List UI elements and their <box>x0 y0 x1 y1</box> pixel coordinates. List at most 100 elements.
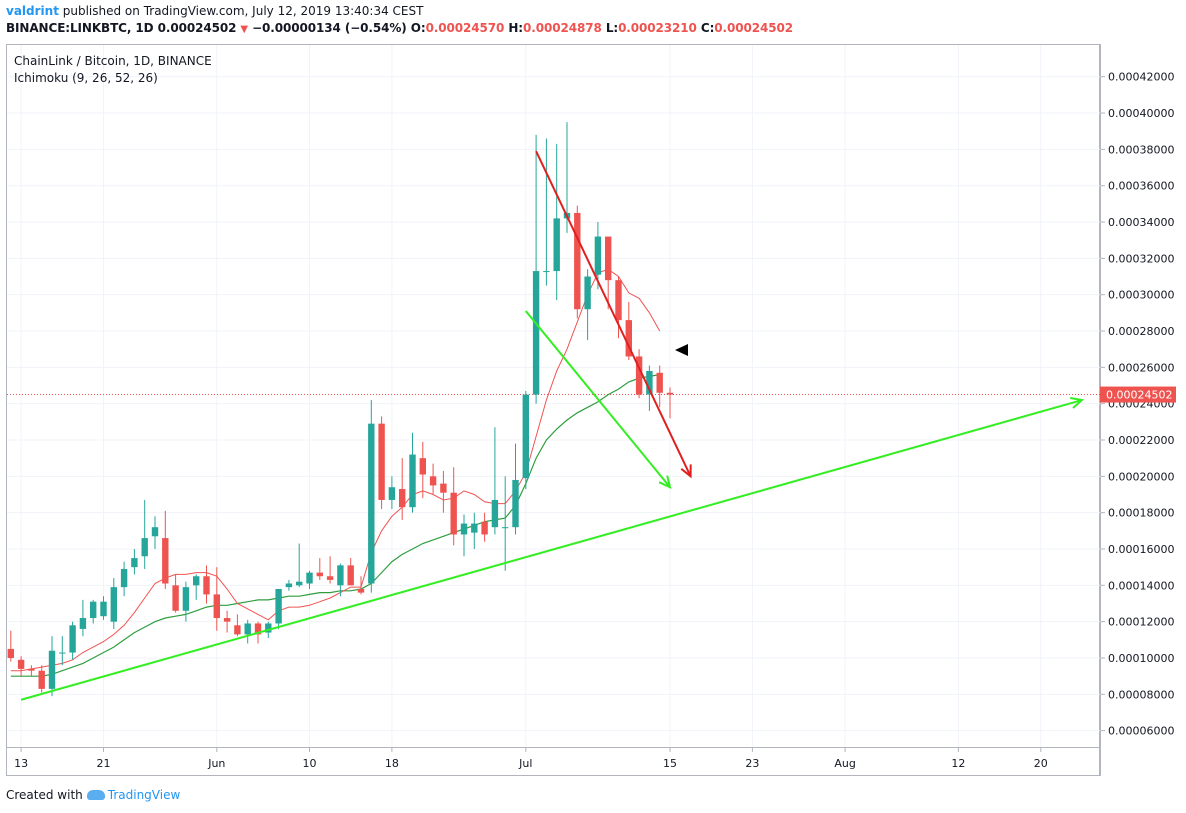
candle-body <box>635 356 643 395</box>
candle-body <box>79 618 87 629</box>
current-price-label: 0.00024502 <box>1106 389 1172 402</box>
candle-body <box>347 565 354 586</box>
price-tick-label: 0.00030000 <box>1108 289 1174 302</box>
candle-body <box>460 523 468 535</box>
candle-body <box>131 558 138 568</box>
ichimoku-lines <box>10 268 661 677</box>
cloud-logo-icon <box>86 790 105 800</box>
price-axis[interactable]: 0.00042000 0.00040000 0.00038000 0.00036000… <box>1100 71 1176 738</box>
indicator-label: Ichimoku (9, 26, 52, 26) <box>14 71 158 85</box>
ohlc-bar: BINANCE:LINKBTC, 1D 0.00024502 ▼ −0.0000… <box>6 21 793 35</box>
conversion-line <box>10 268 661 672</box>
time-tick-label: 12 <box>951 757 965 770</box>
red-down-arrow <box>535 150 692 477</box>
candle-body <box>532 271 540 395</box>
candle-body <box>234 625 241 635</box>
symbol-label: BINANCE:LINKBTC, 1D <box>6 21 154 35</box>
candle-body <box>306 572 313 584</box>
candle-body <box>491 499 499 528</box>
candle-body <box>522 394 529 479</box>
candle-body <box>7 648 14 658</box>
grid <box>7 45 1100 747</box>
candle-body <box>440 483 447 493</box>
chart-legend: ChainLink / Bitcoin, 1D, BINANCE Ichimok… <box>14 54 212 88</box>
low-value: 0.00023210 <box>618 21 697 35</box>
candle-body <box>265 623 272 633</box>
candle-body <box>656 372 663 393</box>
candle-body <box>254 623 262 635</box>
publish-info: valdrint published on TradingView.com, J… <box>6 4 423 18</box>
low-label: L: <box>605 21 619 35</box>
brand-name: TradingView <box>107 788 181 802</box>
candle-body <box>69 625 76 653</box>
candle-body <box>213 594 220 619</box>
time-tick-label: Jun <box>207 757 225 770</box>
candle-body <box>182 587 190 611</box>
price-tick-label: 0.00020000 <box>1108 470 1174 483</box>
candle-body <box>326 576 334 580</box>
time-tick-label: Jul <box>518 757 532 770</box>
candle-body <box>666 392 674 395</box>
candle-body <box>502 527 509 529</box>
base-line <box>10 374 660 677</box>
price-tick-label: 0.00012000 <box>1108 616 1174 629</box>
candle-body <box>17 659 25 669</box>
tradingview-link[interactable]: TradingView <box>86 788 181 802</box>
price-tick-label: 0.00010000 <box>1108 652 1174 665</box>
price-tick-label: 0.00026000 <box>1108 361 1174 374</box>
price-tick-label: 0.00038000 <box>1108 143 1174 156</box>
candle-body <box>625 320 632 357</box>
price-tick-label: 0.00036000 <box>1108 180 1174 193</box>
candle-body <box>409 454 416 508</box>
candle-body <box>429 476 437 486</box>
close-value: 0.00024502 <box>714 21 793 35</box>
high-label: H: <box>508 21 524 35</box>
candle-body <box>275 588 282 624</box>
green-down-arrow <box>525 310 671 488</box>
price-tick-label: 0.00042000 <box>1108 71 1174 84</box>
price-tick-label: 0.00022000 <box>1108 434 1174 447</box>
candle-body <box>59 652 66 654</box>
candle-body <box>646 370 653 395</box>
candle-body <box>543 271 550 273</box>
candle-body <box>151 527 159 537</box>
price-tick-label: 0.00016000 <box>1108 543 1174 556</box>
time-tick-label: 23 <box>745 757 759 770</box>
candle-body <box>481 521 488 535</box>
green-trendline-head <box>1070 396 1085 409</box>
candle-body <box>471 523 478 533</box>
open-value: 0.00024570 <box>425 21 505 35</box>
candle-body <box>574 212 581 310</box>
chart-frame <box>6 44 1100 776</box>
symbol-title: ChainLink / Bitcoin, 1D, BINANCE <box>14 54 212 68</box>
open-label: O: <box>410 21 426 35</box>
candle-body <box>285 583 293 588</box>
candle-body <box>172 585 179 611</box>
candle-body <box>594 236 602 275</box>
time-axis[interactable]: 13 21 Jun 10 18 Jul 15 23 Aug 12 20 <box>14 747 1048 770</box>
price-tick-label: 0.00008000 <box>1108 688 1174 701</box>
published-text: published on TradingView.com, July 12, 2… <box>58 4 424 18</box>
candle-body <box>244 623 251 635</box>
candle-body <box>605 236 612 281</box>
candle-body <box>38 670 45 689</box>
candle-body <box>110 587 117 622</box>
cursor-marker-icon <box>675 344 688 356</box>
candle-body <box>90 601 97 619</box>
candle-body <box>162 538 169 584</box>
candle-body <box>296 581 303 586</box>
candle-body <box>450 492 457 535</box>
down-arrow-icon: ▼ <box>240 24 248 35</box>
author-link[interactable]: valdrint <box>6 4 59 18</box>
close-label: C: <box>700 21 715 35</box>
candle-body <box>100 601 107 617</box>
red-down-arrow-head <box>680 464 692 479</box>
price-tick-label: 0.00018000 <box>1108 507 1174 520</box>
candle-body <box>141 538 148 557</box>
candle-body <box>419 458 426 475</box>
candle-body <box>337 565 344 586</box>
time-tick-label: 15 <box>663 757 677 770</box>
green-trendline <box>20 399 1083 701</box>
drawings <box>20 150 1085 701</box>
